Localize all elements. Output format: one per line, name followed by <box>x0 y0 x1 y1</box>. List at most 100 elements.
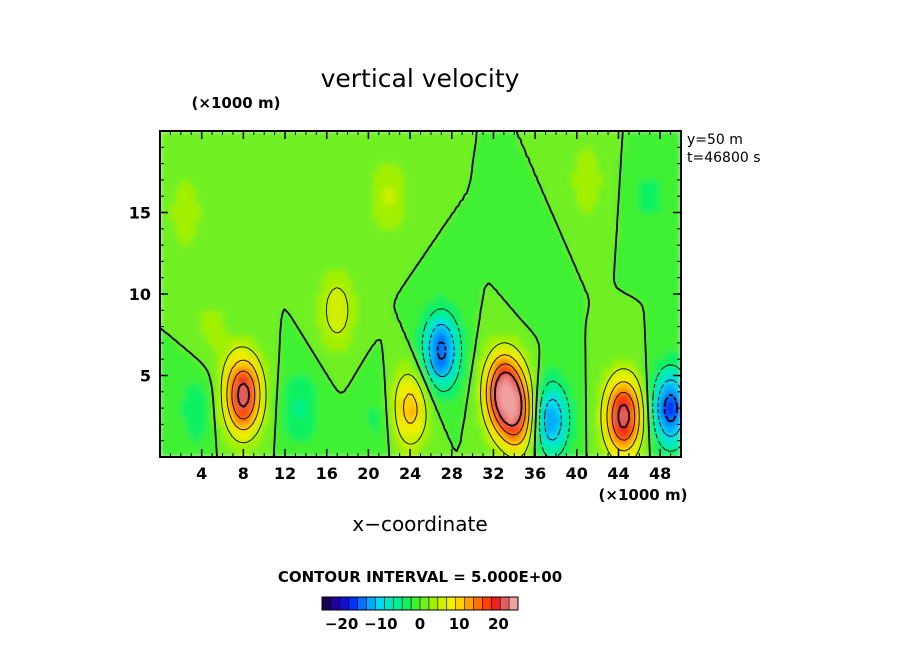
field-cell <box>160 399 166 409</box>
field-cell <box>352 171 359 181</box>
field-cell <box>378 423 385 434</box>
field-cell <box>477 342 484 352</box>
field-cell <box>545 220 552 230</box>
field-cell <box>242 407 250 417</box>
field-cell <box>414 171 421 181</box>
field-cell <box>550 391 557 401</box>
field-cell <box>383 187 390 197</box>
field-cell <box>555 350 562 360</box>
field-cell <box>315 391 323 401</box>
field-cell <box>482 326 489 336</box>
field-cell <box>482 220 489 230</box>
field-cell <box>362 228 369 238</box>
field-cell <box>404 285 411 295</box>
field-cell <box>185 203 192 213</box>
field-cell <box>383 220 390 230</box>
field-cell <box>623 179 630 189</box>
field-cell <box>649 309 656 319</box>
field-cell <box>347 163 354 173</box>
field-cell <box>222 277 229 287</box>
field-cell <box>195 154 203 165</box>
field-cell <box>321 236 328 246</box>
field-cell <box>518 448 526 457</box>
field-cell <box>659 334 666 344</box>
x-tick-label: 24 <box>399 464 421 483</box>
field-cell <box>206 317 213 328</box>
field-cell <box>628 269 635 279</box>
field-cell <box>513 163 520 173</box>
field-cell <box>664 375 672 385</box>
field-cell <box>321 163 328 173</box>
field-cell <box>456 415 463 425</box>
field-cell <box>206 326 213 336</box>
field-cell <box>242 244 250 254</box>
field-cell <box>602 350 609 360</box>
field-cell <box>284 366 291 376</box>
field-cell <box>446 407 453 417</box>
field-cell <box>367 212 375 222</box>
field-cell <box>581 440 588 450</box>
field-cell <box>565 326 573 336</box>
field-cell <box>284 334 291 344</box>
field-cell <box>482 163 489 173</box>
field-cell <box>383 375 390 385</box>
field-cell <box>545 212 552 222</box>
field-cell <box>430 212 437 222</box>
field-cell <box>336 334 343 344</box>
field-cell <box>550 399 557 409</box>
field-cell <box>638 293 646 303</box>
field-cell <box>440 432 448 442</box>
field-cell <box>201 350 208 360</box>
field-cell <box>160 260 166 271</box>
field-cell <box>263 154 270 165</box>
field-cell <box>617 269 625 279</box>
field-cell <box>644 252 651 262</box>
field-cell <box>440 448 448 457</box>
field-cell <box>659 375 666 385</box>
field-cell <box>420 407 427 417</box>
field-cell <box>581 252 588 262</box>
field-cell <box>539 366 547 376</box>
field-cell <box>435 236 442 246</box>
field-cell <box>664 244 672 254</box>
field-cell <box>404 260 411 271</box>
field-cell <box>169 179 177 189</box>
field-cell <box>336 366 343 376</box>
field-cell <box>612 285 619 295</box>
field-cell <box>617 358 625 368</box>
field-cell <box>284 171 291 181</box>
field-cell <box>294 399 302 409</box>
field-cell <box>388 358 395 368</box>
field-cell <box>242 309 250 319</box>
field-cell <box>227 317 234 328</box>
field-cell <box>242 131 250 140</box>
field-cell <box>597 252 604 262</box>
field-cell <box>545 391 552 401</box>
field-cell <box>180 407 187 417</box>
field-cell <box>284 277 291 287</box>
field-cell <box>175 432 182 442</box>
field-cell <box>456 399 463 409</box>
field-cell <box>550 326 557 336</box>
field-cell <box>440 375 448 385</box>
field-cell <box>160 309 166 319</box>
field-cell <box>315 203 323 213</box>
field-cell <box>586 415 593 425</box>
field-cell <box>623 440 630 450</box>
field-cell <box>550 179 557 189</box>
field-cell <box>263 131 270 140</box>
field-cell <box>227 432 234 442</box>
field-cell <box>404 432 411 442</box>
field-cell <box>440 187 448 197</box>
field-cell <box>321 146 328 156</box>
field-cell <box>232 269 239 279</box>
field-cell <box>211 301 218 311</box>
field-cell <box>315 350 323 360</box>
field-cell <box>545 146 552 156</box>
field-cell <box>451 423 458 434</box>
field-cell <box>195 391 203 401</box>
field-cell <box>268 448 276 457</box>
field-cell <box>456 301 463 311</box>
field-cell <box>321 269 328 279</box>
field-cell <box>347 350 354 360</box>
